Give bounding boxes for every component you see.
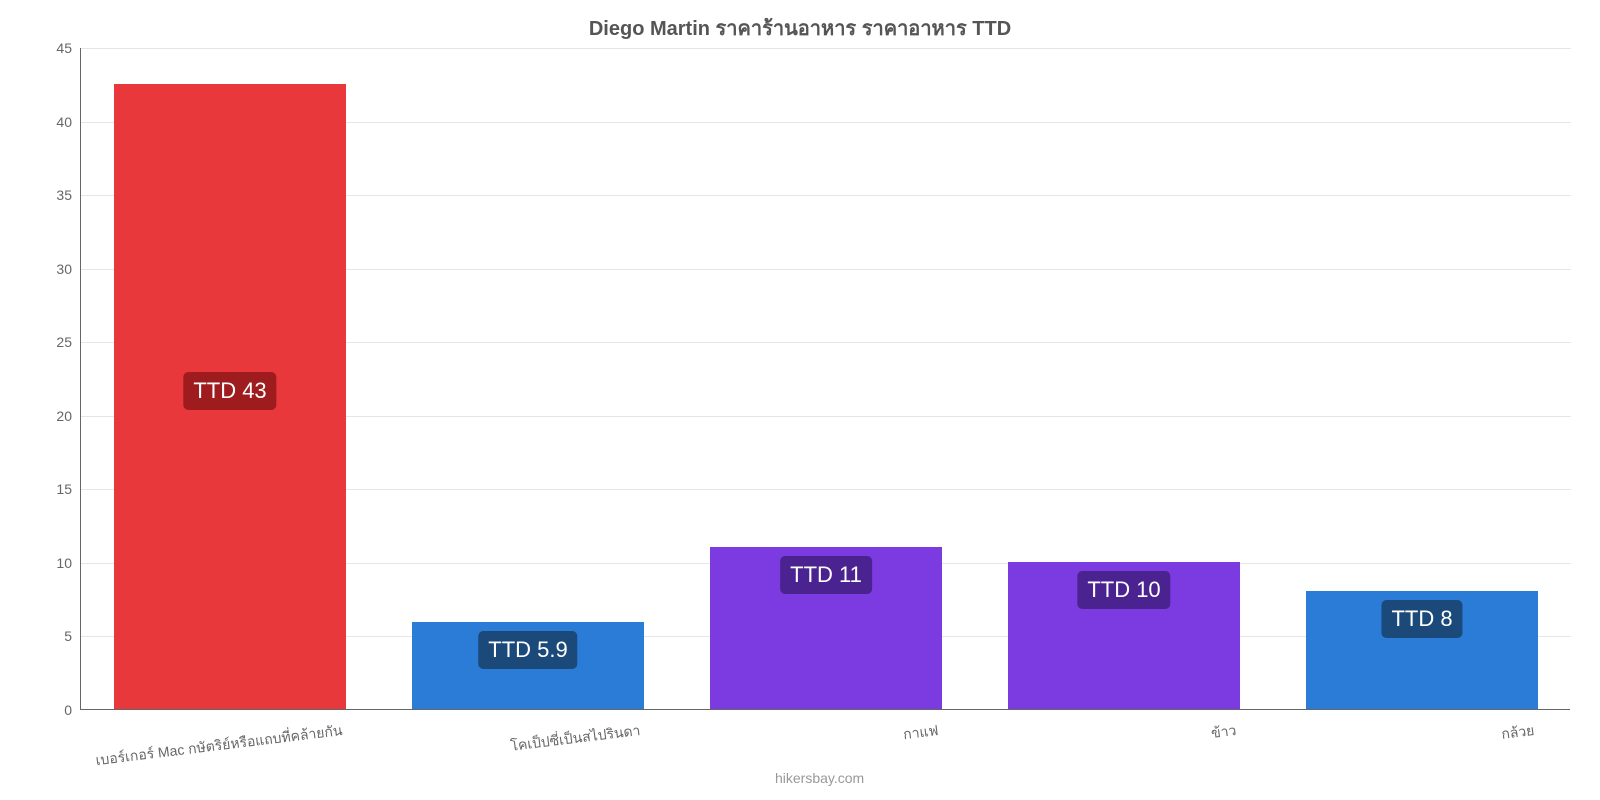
gridline <box>81 48 1571 49</box>
y-tick-label: 20 <box>56 408 72 424</box>
bar-value-label: TTD 10 <box>1077 571 1170 609</box>
y-tick-label: 15 <box>56 481 72 497</box>
y-tick-label: 45 <box>56 40 72 56</box>
y-tick-label: 35 <box>56 187 72 203</box>
bar-value-label: TTD 43 <box>183 372 276 410</box>
y-tick-label: 40 <box>56 114 72 130</box>
bar-chart: Diego Martin ราคาร้านอาหาร ราคาอาหาร TTD… <box>0 0 1600 800</box>
chart-title: Diego Martin ราคาร้านอาหาร ราคาอาหาร TTD <box>589 12 1011 44</box>
x-tick-label: โคเป็ปซี่เป็นสไปรินดา <box>509 720 641 758</box>
y-tick-label: 5 <box>64 628 72 644</box>
y-tick-label: 30 <box>56 261 72 277</box>
y-tick-label: 10 <box>56 555 72 571</box>
y-tick-label: 0 <box>64 702 72 718</box>
bar-value-label: TTD 8 <box>1381 600 1462 638</box>
x-tick-label: กาแฟ <box>902 720 940 746</box>
x-tick-label: ข้าว <box>1209 720 1237 745</box>
bar-value-label: TTD 5.9 <box>478 631 577 669</box>
attribution-text: hikersbay.com <box>775 770 864 786</box>
x-tick-label: กล้วย <box>1500 720 1536 746</box>
bar-value-label: TTD 11 <box>780 556 872 594</box>
x-tick-label: เบอร์เกอร์ Mac กษัตริย์หรือแถบที่คล้ายกั… <box>94 720 343 772</box>
y-tick-label: 25 <box>56 334 72 350</box>
plot-area: TTD 43 TTD 5.9 TTD 11 TTD 10 TTD 8 <box>80 48 1570 710</box>
